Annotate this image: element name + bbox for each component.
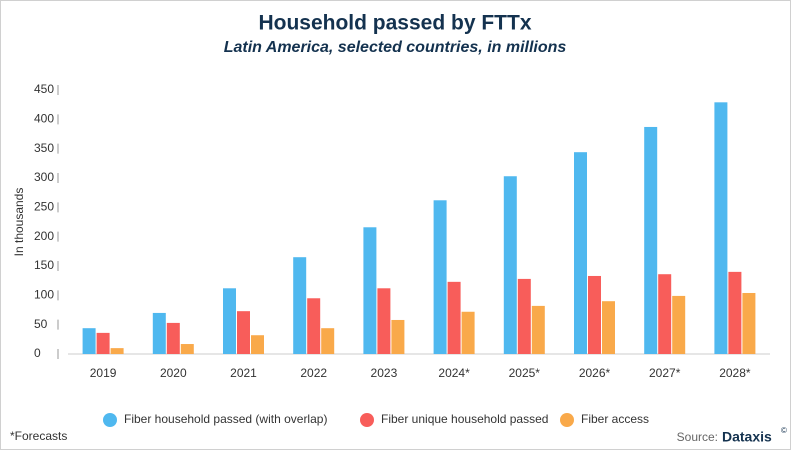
bar: [363, 227, 377, 354]
bar: [644, 126, 658, 355]
legend-swatch: [360, 413, 374, 427]
bar: [307, 298, 321, 354]
bar: [574, 152, 587, 354]
y-tick-label: 400: [34, 112, 54, 126]
x-tick-label: 2026*: [579, 366, 611, 380]
bar: [728, 271, 742, 354]
y-tick-label: 100: [34, 288, 54, 302]
bar: [714, 102, 728, 354]
bar: [377, 288, 391, 354]
bar: [461, 311, 475, 354]
x-tick-label: 2022: [300, 366, 327, 380]
chart-title: Household passed by FTTx: [258, 12, 531, 35]
bar: [602, 301, 615, 354]
bar: [237, 311, 250, 354]
bar: [96, 332, 110, 354]
bar: [433, 200, 447, 354]
y-axis-label: In thousands: [12, 188, 26, 257]
y-tick-label: 50: [34, 317, 48, 331]
x-tick-label: 2023: [371, 366, 398, 380]
bar: [672, 295, 686, 354]
source-label: Source:: [677, 430, 718, 444]
y-tick-label: 0: [34, 346, 41, 360]
source-mark: ©: [781, 426, 787, 435]
bar: [742, 292, 756, 354]
y-tick-label: 250: [34, 200, 54, 214]
bar: [658, 274, 672, 354]
y-tick-label: 450: [34, 82, 54, 96]
bar: [447, 281, 461, 354]
bar: [180, 344, 194, 354]
bar: [503, 176, 517, 354]
x-tick-label: 2027*: [649, 366, 681, 380]
y-tick-label: 300: [34, 170, 54, 184]
y-tick-label: 150: [34, 258, 54, 272]
chart-subtitle: Latin America, selected countries, in mi…: [224, 39, 567, 56]
bar: [391, 319, 405, 354]
x-tick-label: 2028*: [719, 366, 751, 380]
bar: [82, 328, 96, 354]
bar: [152, 312, 166, 354]
legend-label: Fiber unique household passed: [381, 412, 548, 426]
x-tick-label: 2019: [90, 366, 117, 380]
source-brand: Dataxis: [722, 429, 772, 445]
bar: [531, 305, 545, 354]
bar: [588, 275, 601, 354]
x-tick-label: 2024*: [438, 366, 470, 380]
bar: [251, 335, 264, 354]
bar: [517, 278, 531, 354]
legend-swatch: [560, 413, 574, 427]
bar: [166, 322, 180, 354]
x-tick-label: 2025*: [509, 366, 541, 380]
bar: [223, 288, 236, 354]
x-tick-label: 2021: [230, 366, 257, 380]
bar: [321, 328, 335, 354]
bar: [110, 348, 124, 354]
legend-label: Fiber household passed (with overlap): [124, 412, 327, 426]
x-tick-label: 2020: [160, 366, 187, 380]
bar: [293, 257, 307, 354]
y-tick-label: 350: [34, 141, 54, 155]
legend-swatch: [103, 413, 117, 427]
footnote: *Forecasts: [10, 429, 67, 443]
y-tick-label: 200: [34, 229, 54, 243]
legend-label: Fiber access: [581, 412, 649, 426]
